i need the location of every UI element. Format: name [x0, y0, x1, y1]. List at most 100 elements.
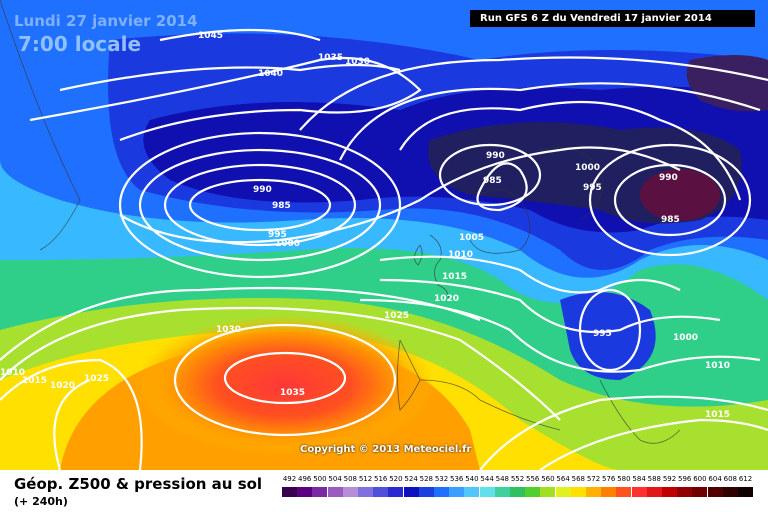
- scale-label: 612: [738, 475, 753, 483]
- isobar-label: 1020: [434, 294, 459, 304]
- scale-swatch: [677, 487, 693, 497]
- isobar-label: 1020: [50, 381, 75, 391]
- isobar-label: 1010: [705, 361, 730, 371]
- scale-label: 524: [404, 475, 418, 483]
- isobar-label: 995: [268, 230, 287, 240]
- scale-swatch: [312, 487, 328, 497]
- forecast-local-time: 7:00 locale: [18, 32, 142, 56]
- isobar-labels: 1045 1040 1035 1030 990 985 995 1000 990…: [0, 31, 730, 420]
- isobar-label: 1000: [575, 163, 600, 173]
- scale-label: 596: [678, 475, 692, 483]
- scale-swatch: [646, 487, 662, 497]
- scale-label: 552: [510, 475, 525, 483]
- scale-label: 560: [541, 475, 555, 483]
- scale-swatch: [327, 487, 343, 497]
- scale-swatch: [707, 487, 723, 497]
- isobar-label: 1015: [442, 272, 467, 282]
- isobar-label: 1025: [384, 311, 409, 321]
- isobar-label: 990: [486, 151, 505, 161]
- isobar-label: 995: [583, 183, 602, 193]
- scale-swatch: [418, 487, 434, 497]
- scale-label: 528: [419, 475, 433, 483]
- scale-label: 520: [389, 475, 403, 483]
- forecast-range: (+ 240h): [14, 495, 68, 508]
- footer-bar: Géop. Z500 & pression au sol (+ 240h) 49…: [0, 470, 768, 512]
- scale-label: 512: [358, 475, 373, 483]
- scale-swatch: [586, 487, 601, 497]
- scale-swatch: [282, 487, 297, 497]
- scale-label: 496: [298, 475, 312, 483]
- scale-swatch: [540, 487, 556, 497]
- scale-swatch: [601, 487, 617, 497]
- scale-swatch: [297, 487, 313, 497]
- isobar-label: 1015: [705, 410, 730, 420]
- scale-label: 500: [313, 475, 327, 483]
- scale-swatch: [434, 487, 449, 497]
- scale-swatch: [722, 487, 738, 497]
- scale-label: 516: [374, 475, 388, 483]
- isobar-label: 995: [593, 329, 612, 339]
- isobar-label: 1030: [216, 325, 241, 335]
- isobar-label: 1010: [0, 368, 25, 378]
- scale-label: 556: [526, 475, 540, 483]
- isobar-label: 1005: [459, 233, 484, 243]
- isobar-label: 1015: [22, 376, 47, 386]
- isobar-label: 1000: [275, 239, 300, 249]
- scale-swatch: [464, 487, 480, 497]
- isobar-label: 985: [661, 215, 680, 225]
- scale-swatch: [358, 487, 373, 497]
- scale-label: 532: [434, 475, 449, 483]
- scale-label: 536: [450, 475, 464, 483]
- scale-label: 564: [556, 475, 570, 483]
- run-info-banner: Run GFS 6 Z du Vendredi 17 janvier 2014: [470, 10, 755, 27]
- scale-swatch: [525, 487, 541, 497]
- copyright: Copyright © 2013 Meteociel.fr: [300, 444, 472, 455]
- scale-swatch: [555, 487, 571, 497]
- isobar-label: 1035: [318, 53, 343, 63]
- isobar-label: 1030: [345, 57, 370, 67]
- scale-swatch: [342, 487, 358, 497]
- scale-label: 592: [662, 475, 677, 483]
- scale-swatch: [692, 487, 708, 497]
- low-core-east: [640, 169, 720, 221]
- forecast-date: Lundi 27 janvier 2014: [14, 12, 198, 30]
- scale-swatch: [616, 487, 632, 497]
- scale-label: 600: [693, 475, 707, 483]
- isobar-label: 985: [272, 201, 291, 211]
- scale-swatch: [479, 487, 495, 497]
- isobar-label: 1045: [198, 31, 223, 41]
- scale-swatch: [449, 487, 465, 497]
- scale-swatch: [631, 487, 647, 497]
- scale-swatch: [388, 487, 404, 497]
- isobar-label: 1025: [84, 374, 109, 384]
- isobar-label: 1000: [673, 333, 698, 343]
- isobar-label: 990: [659, 173, 678, 183]
- isobar-label: 985: [483, 176, 502, 186]
- isobar-label: 1040: [258, 69, 283, 79]
- isobar-label: 990: [253, 185, 272, 195]
- isobar-label: 1035: [280, 388, 305, 398]
- scale-label: 588: [647, 475, 661, 483]
- scale-label: 492: [282, 475, 297, 483]
- scale-label: 544: [480, 475, 494, 483]
- coastlines: [0, 0, 681, 444]
- scale-label: 580: [617, 475, 631, 483]
- color-scale-legend: 492 496 500 504 508 512 516 520 524 528 532 536 540 5…: [282, 475, 756, 505]
- scale-label: 568: [571, 475, 585, 483]
- scale-label: 508: [343, 475, 357, 483]
- isobar-label: 1010: [448, 250, 473, 260]
- scale-label: 576: [602, 475, 616, 483]
- scale-swatch: [373, 487, 389, 497]
- scale-label: 608: [723, 475, 737, 483]
- scale-label: 504: [328, 475, 342, 483]
- scale-label: 540: [465, 475, 479, 483]
- scale-label: 604: [708, 475, 722, 483]
- scale-swatch: [494, 487, 510, 497]
- scale-swatch: [570, 487, 586, 497]
- weather-map: 1045 1040 1035 1030 990 985 995 1000 990…: [0, 0, 768, 470]
- scale-label: 584: [632, 475, 646, 483]
- scale-swatch: [510, 487, 525, 497]
- map-title: Géop. Z500 & pression au sol: [14, 475, 263, 493]
- scale-label: 548: [495, 475, 509, 483]
- scale-label: 572: [586, 475, 601, 483]
